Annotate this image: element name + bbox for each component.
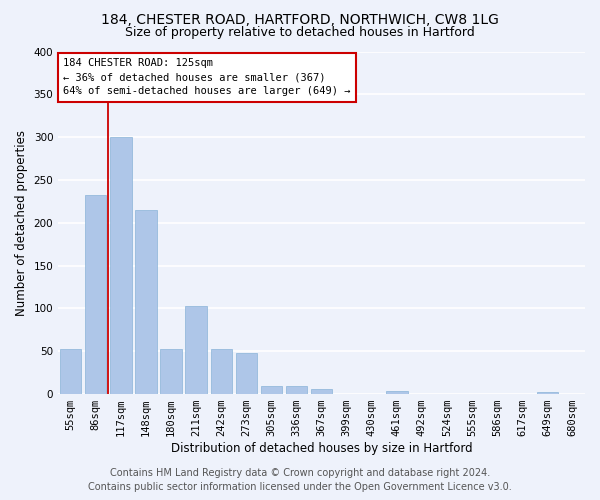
Bar (286, 386, 307, 394)
Bar (211, 348, 232, 394)
Bar (236, 353, 257, 394)
Bar (261, 386, 282, 394)
Text: 184 CHESTER ROAD: 125sqm
← 36% of detached houses are smaller (367)
64% of semi-: 184 CHESTER ROAD: 125sqm ← 36% of detach… (64, 58, 351, 96)
Bar (160, 348, 182, 394)
Bar (85, 194, 106, 394)
Bar (110, 137, 131, 394)
Text: Contains HM Land Registry data © Crown copyright and database right 2024.
Contai: Contains HM Land Registry data © Crown c… (88, 468, 512, 492)
Y-axis label: Number of detached properties: Number of detached properties (15, 130, 28, 316)
Text: Size of property relative to detached houses in Hartford: Size of property relative to detached ho… (125, 26, 475, 39)
Bar (537, 392, 558, 394)
Bar (136, 210, 157, 394)
X-axis label: Distribution of detached houses by size in Hartford: Distribution of detached houses by size … (171, 442, 472, 455)
Bar (185, 306, 207, 394)
Bar (60, 348, 82, 394)
Text: 184, CHESTER ROAD, HARTFORD, NORTHWICH, CW8 1LG: 184, CHESTER ROAD, HARTFORD, NORTHWICH, … (101, 12, 499, 26)
Bar (311, 389, 332, 394)
Bar (386, 390, 407, 394)
